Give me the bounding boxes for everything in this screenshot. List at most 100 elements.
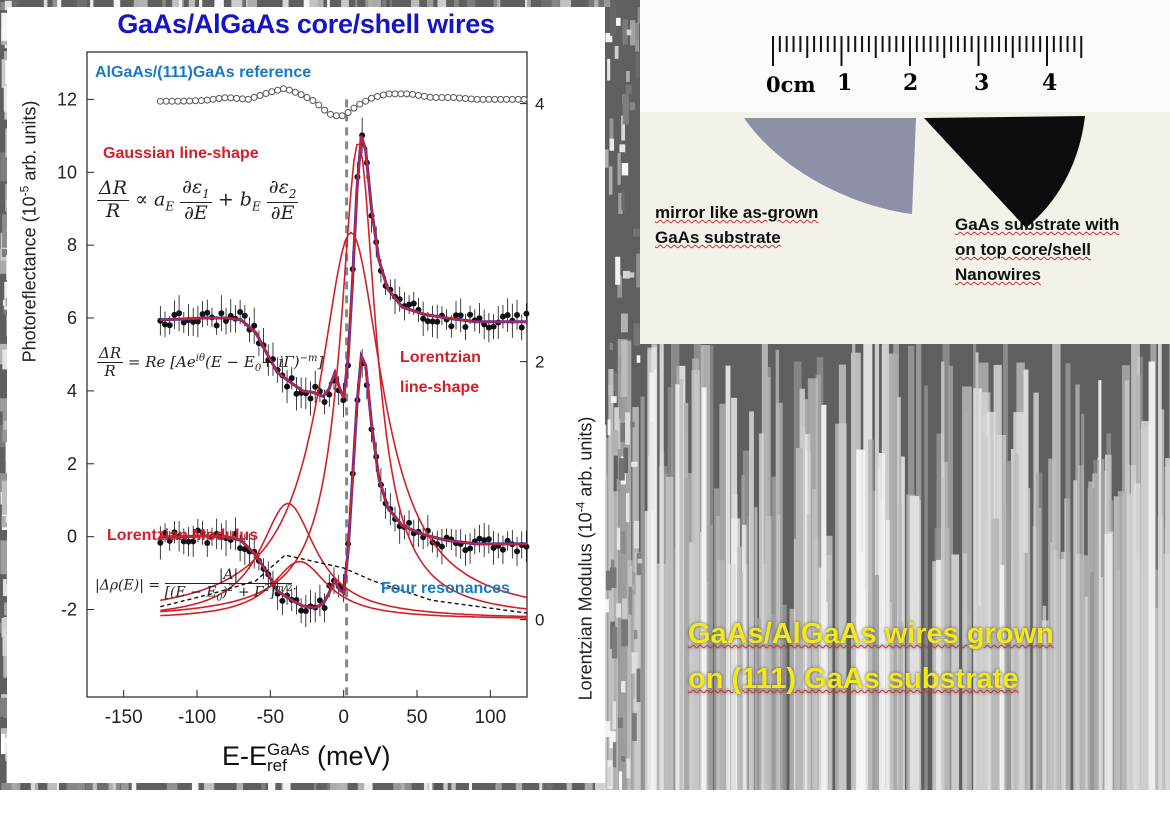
reference-point — [180, 97, 188, 105]
reference-point — [420, 92, 428, 100]
data-point — [213, 322, 220, 329]
reference-point — [391, 90, 399, 98]
modulus-peak-4 — [160, 143, 528, 613]
reference-point — [215, 95, 223, 103]
data-point — [406, 301, 413, 308]
reference-point — [520, 95, 528, 103]
y-axis-label-left: Photoreflectance (10-5 arb. units) — [17, 100, 40, 363]
photoreflectance-plot: -150 -100 -50 0 50 100 -2 0 2 4 6 8 10 12 0 2 4 — [57, 51, 544, 728]
reference-point — [197, 97, 205, 105]
lorentzian-label-line2: line-shape — [400, 379, 480, 396]
data-point — [194, 527, 201, 534]
data-point — [199, 311, 206, 318]
data-point — [171, 529, 178, 536]
data-point — [298, 607, 305, 614]
data-point — [237, 309, 244, 316]
data-point — [434, 318, 441, 325]
y-tick-label: 10 — [57, 162, 77, 182]
x-axis-label: E-E GaAs ref (meV) — [222, 739, 391, 775]
x-tick-label: 100 — [474, 707, 506, 728]
reference-point — [473, 95, 481, 103]
x-tick-label: -100 — [178, 707, 216, 728]
reference-point — [291, 88, 299, 96]
ruler-label-0: 0cm — [766, 72, 816, 97]
data-point — [438, 543, 445, 550]
y-tick-label: 2 — [67, 454, 77, 474]
data-point — [321, 398, 328, 405]
reference-point — [362, 97, 370, 105]
data-point — [485, 324, 492, 331]
chart-panel: GaAs/AlGaAs core/shell wires -150 -100 -50… — [7, 7, 605, 783]
data-point — [514, 311, 521, 318]
reference-point — [156, 97, 164, 105]
y2-tick-label: 4 — [535, 95, 544, 114]
data-point — [467, 545, 474, 552]
reference-point — [397, 90, 405, 98]
data-point — [185, 538, 192, 545]
reference-point — [309, 96, 317, 104]
reference-point — [450, 94, 458, 102]
data-point — [476, 535, 483, 542]
reference-label: AlGaAs/(111)GaAs reference — [95, 64, 312, 81]
reference-point — [514, 95, 522, 103]
ruler-label-4: 4 — [1042, 70, 1058, 96]
data-point — [514, 548, 521, 555]
x-tick-label: -50 — [257, 707, 284, 728]
data-point — [293, 390, 300, 397]
reference-point — [303, 94, 311, 102]
x-tick-label: 0 — [338, 707, 349, 728]
data-point — [504, 312, 511, 319]
caption-nanowires: GaAs substrate with on top core/shell Nano… — [955, 215, 1120, 284]
data-point — [462, 547, 469, 554]
x-tick-label: -150 — [105, 707, 143, 728]
lorentzian-label-line1: Lorentzian — [400, 349, 481, 366]
y2-tick-label: 0 — [535, 611, 544, 630]
reference-point — [315, 101, 323, 109]
data-point — [499, 313, 506, 320]
data-point — [518, 324, 525, 331]
data-point — [340, 397, 347, 404]
data-point — [180, 538, 187, 545]
data-point — [166, 322, 173, 329]
data-point — [485, 536, 492, 543]
reference-point — [379, 91, 387, 99]
data-point — [218, 310, 225, 317]
fit-red-line — [160, 135, 527, 399]
data-point — [453, 312, 460, 319]
data-point — [302, 608, 309, 615]
gaussian-label: Gaussian line-shape — [103, 145, 259, 162]
reference-point — [297, 91, 305, 99]
reference-point — [356, 100, 364, 108]
reference-point — [238, 95, 246, 103]
reference-point — [438, 94, 446, 102]
chart-title: GaAs/AlGaAs core/shell wires — [117, 9, 495, 39]
y-tick-label: 12 — [57, 89, 77, 109]
plot-frame — [86, 51, 528, 698]
data-point — [162, 529, 169, 536]
reference-point — [403, 90, 411, 98]
reference-point — [326, 110, 334, 118]
reference-point — [227, 94, 235, 102]
data-point — [504, 537, 511, 544]
y-tick-label: -2 — [61, 600, 77, 620]
data-point — [199, 529, 206, 536]
reference-point — [385, 90, 393, 98]
modulus-equation: |Δρ(E)| = |A| [(E − E0)2 + Γ2]m/2. — [95, 567, 297, 604]
reference-point — [332, 112, 340, 120]
reference-point — [338, 112, 346, 120]
reference-point — [467, 95, 475, 103]
gaussian-equation: ΔR R ∝ aE ∂ε1 ∂E + bE ∂ε2 ∂E — [97, 176, 299, 224]
reference-point — [373, 92, 381, 100]
nanowire-substrate-piece — [924, 116, 1085, 228]
reference-point — [285, 86, 293, 94]
reference-point — [461, 95, 469, 103]
y2-tick-label: 2 — [535, 353, 544, 372]
y-axis-label-right: Lorentzian Modulus (10-4 arb. units) — [573, 416, 596, 701]
data-point — [279, 597, 286, 604]
reference-point — [280, 85, 288, 93]
ruler-label-2: 2 — [903, 70, 919, 96]
data-point — [194, 318, 201, 325]
lorentzian-equation: ΔR R = Re [Aeiθ(E − E0+ iΓ)−m] — [97, 344, 324, 381]
data-point — [476, 315, 483, 322]
data-point — [424, 318, 431, 325]
